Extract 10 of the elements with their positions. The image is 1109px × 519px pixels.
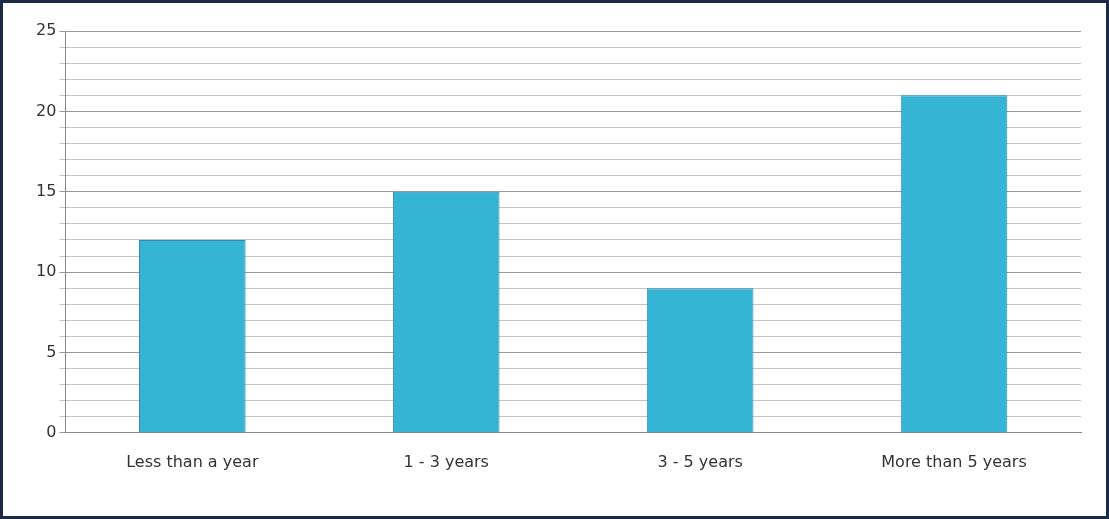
y-tick-label: 15	[36, 180, 57, 200]
x-tick-label: 1 - 3 years	[403, 451, 489, 471]
x-tick-label: More than 5 years	[881, 451, 1027, 471]
x-tick-label: Less than a year	[126, 451, 259, 471]
y-tick-label: 0	[46, 421, 57, 441]
y-tick-label: 25	[36, 20, 57, 40]
y-tick-label: 10	[36, 261, 57, 281]
y-tick-label: 20	[36, 100, 57, 120]
y-tick-label: 5	[46, 341, 57, 361]
x-tick-label: 3 - 5 years	[657, 451, 743, 471]
